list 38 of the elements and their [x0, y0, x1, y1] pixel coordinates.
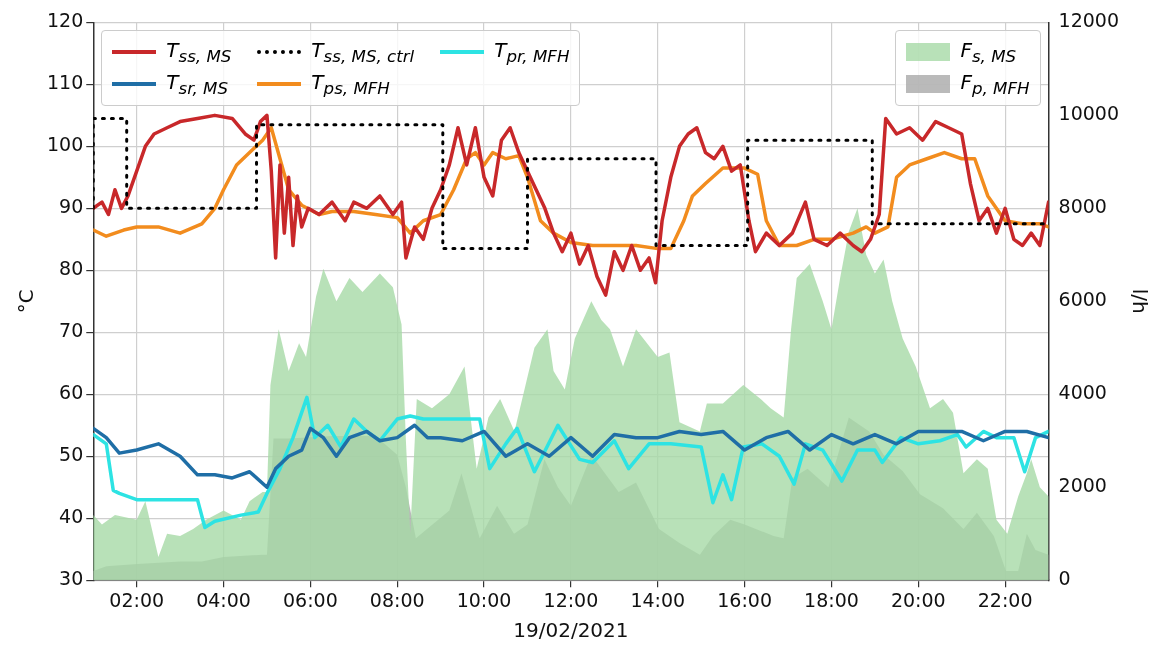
y2-axis-title: l/h — [1127, 288, 1152, 314]
y2-tick-label: 8000 — [1058, 195, 1107, 218]
x-tick-label: 10:00 — [456, 588, 512, 611]
x-tick-label: 12:00 — [543, 588, 599, 611]
y-tick-label: 110 — [47, 71, 84, 94]
y2-tick-label: 6000 — [1058, 288, 1107, 311]
x-tick-label: 20:00 — [890, 588, 946, 611]
y2-tick-label: 0 — [1058, 567, 1071, 590]
y-tick-label: 40 — [59, 505, 84, 528]
x-tick-label: 02:00 — [109, 588, 165, 611]
y2-tick-label: 10000 — [1058, 102, 1120, 125]
x-tick-label: 18:00 — [804, 588, 859, 611]
y-axis-title: °C — [14, 289, 39, 314]
legend-label: T$_{ss, MS}$ — [166, 38, 232, 67]
x-tick-label: 22:00 — [977, 588, 1033, 611]
legend-label: T$_{pr, MFH}$ — [494, 38, 570, 67]
y-tick-label: 90 — [59, 195, 84, 218]
y2-tick-label: 4000 — [1058, 381, 1107, 404]
x-axis-title: 19/02/2021 — [513, 618, 629, 643]
y2-tick-label: 2000 — [1058, 474, 1107, 497]
y-tick-label: 70 — [59, 319, 84, 342]
legend-label: T$_{sr, MS}$ — [166, 70, 228, 99]
y-tick-label: 60 — [59, 381, 84, 404]
x-tick-label: 06:00 — [282, 588, 338, 611]
y2-tick-label: 12000 — [1058, 9, 1120, 32]
legend-label: T$_{ps, MFH}$ — [311, 70, 390, 99]
y-tick-label: 120 — [47, 9, 84, 32]
x-tick-label: 14:00 — [630, 588, 686, 611]
legend-label: F$_{s, MS}$ — [960, 38, 1017, 67]
x-tick-label: 04:00 — [196, 588, 251, 611]
y-tick-label: 80 — [59, 257, 84, 280]
legend-label: T$_{ss, MS, ctrl}$ — [311, 38, 415, 67]
x-tick-label: 16:00 — [717, 588, 772, 611]
y-tick-label: 50 — [59, 443, 84, 466]
y-tick-label: 30 — [59, 567, 84, 590]
legend-label: F$_{p, MFH}$ — [960, 70, 1030, 99]
x-tick-label: 08:00 — [369, 588, 425, 611]
y-tick-label: 100 — [47, 133, 84, 156]
